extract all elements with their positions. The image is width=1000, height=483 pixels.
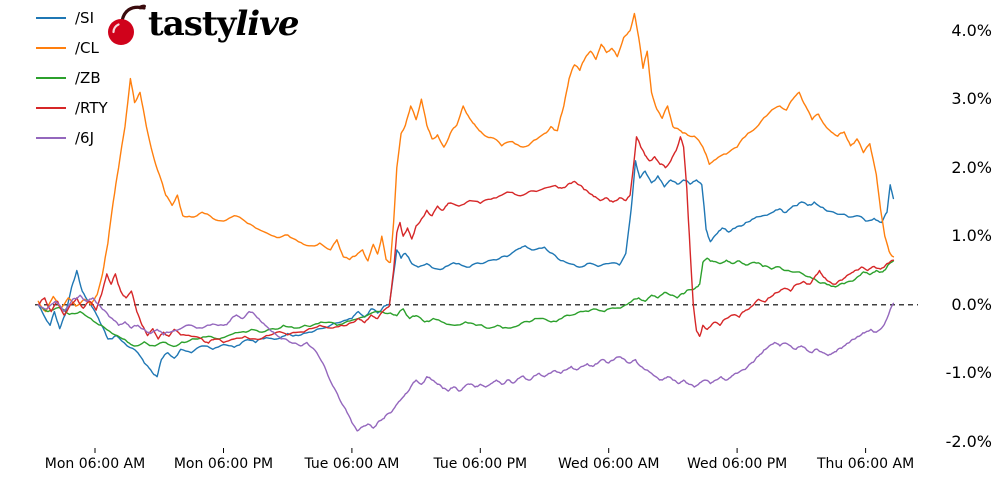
y-tick-label: 1.0% — [951, 226, 992, 246]
legend-item-zb: /ZB — [36, 63, 108, 93]
y-tick-label: 3.0% — [951, 89, 992, 109]
x-tick-label: Wed 06:00 PM — [686, 456, 788, 472]
x-tick-label: Mon 06:00 AM — [44, 456, 146, 472]
legend: /SI /CL /ZB /RTY /6J — [36, 3, 108, 153]
legend-label: /6J — [75, 129, 95, 147]
cherry-icon — [108, 4, 147, 45]
legend-label: /RTY — [75, 99, 108, 117]
x-tick-label: Tue 06:00 AM — [304, 456, 400, 472]
legend-label: /ZB — [75, 69, 101, 87]
brand-wordmark: tastylive — [148, 1, 300, 47]
legend-item-rty: /RTY — [36, 93, 108, 123]
tastylive-logo: tastylive — [106, 1, 300, 47]
y-tick-label: -2.0% — [945, 431, 992, 451]
legend-item-si: /SI — [36, 3, 108, 33]
y-tick-label: 4.0% — [951, 20, 992, 40]
x-tick-label: Mon 06:00 PM — [173, 456, 274, 472]
rty-line-swatch — [36, 107, 66, 109]
y-tick-label: 0.0% — [951, 294, 992, 314]
x-tick-label: Thu 06:00 AM — [816, 456, 915, 472]
brand-live: live — [235, 4, 299, 44]
legend-item-cl: /CL — [36, 33, 108, 63]
y-tick-label: -1.0% — [945, 363, 992, 383]
x-tick-label: Wed 06:00 AM — [557, 456, 660, 472]
x-tick-label: Tue 06:00 PM — [433, 456, 528, 472]
6j-line-swatch — [36, 137, 66, 139]
legend-label: /SI — [75, 9, 94, 27]
legend-label: /CL — [75, 39, 99, 57]
y-tick-label: 2.0% — [951, 157, 992, 177]
si-line-swatch — [36, 17, 66, 19]
cl-line-swatch — [36, 47, 66, 49]
legend-item-6j: /6J — [36, 123, 108, 153]
zb-line-swatch — [36, 77, 66, 79]
brand-tasty: tasty — [148, 4, 236, 44]
